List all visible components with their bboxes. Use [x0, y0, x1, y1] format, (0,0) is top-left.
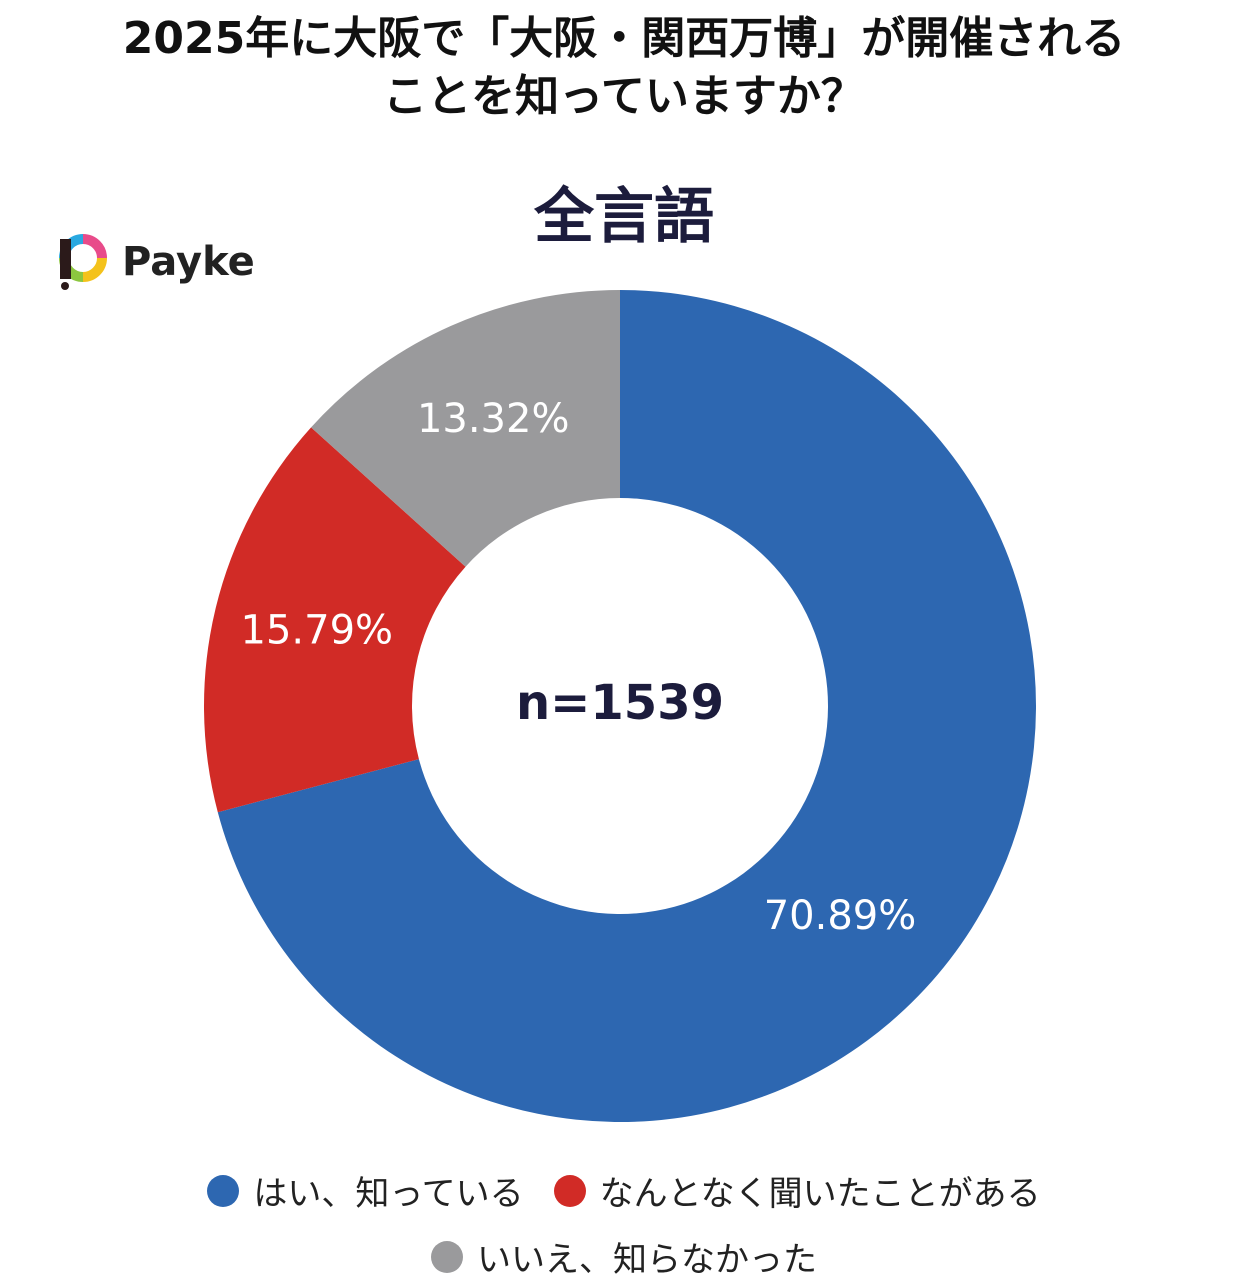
slice-yes	[217, 290, 1036, 1122]
legend-swatch-somewhat	[553, 1174, 586, 1207]
payke-logo-text: Payke	[122, 239, 255, 285]
legend-label-somewhat: なんとなく聞いたことがある	[599, 1174, 1041, 1214]
chart-subtitle: 全言語	[534, 182, 714, 252]
legend-item-no: いいえ、知らなかった	[431, 1232, 817, 1281]
chart-title: 2025年に大阪で「大阪・関西万博」が開催される ことを知っていますか？	[0, 10, 1248, 126]
legend-swatch-no	[431, 1240, 463, 1273]
title-line-1: 2025年に大阪で「大阪・関西万博」が開催される	[122, 13, 1126, 64]
data-label-somewhat: 15.79%	[241, 607, 394, 653]
payke-logo-icon	[59, 234, 107, 290]
title-line-2: ことを知っていますか？	[383, 71, 865, 122]
legend-swatch-yes	[207, 1174, 240, 1207]
payke-logo: Payke	[58, 232, 255, 292]
legend-label-no: いいえ、知らなかった	[477, 1240, 817, 1280]
slice-somewhat	[203, 427, 466, 813]
legend-item-somewhat: なんとなく聞いたことがある	[553, 1166, 1041, 1215]
center-sample-size: n=1539	[516, 675, 724, 731]
data-label-no: 13.32%	[417, 396, 570, 442]
legend-row-1: はい、知っている なんとなく聞いたことがある	[0, 1166, 1248, 1215]
data-label-yes: 70.89%	[764, 893, 917, 939]
legend-label-yes: はい、知っている	[253, 1174, 524, 1214]
legend-row-2: いいえ、知らなかった	[0, 1232, 1248, 1281]
legend-item-yes: はい、知っている	[207, 1166, 524, 1215]
slice-no	[311, 290, 620, 567]
